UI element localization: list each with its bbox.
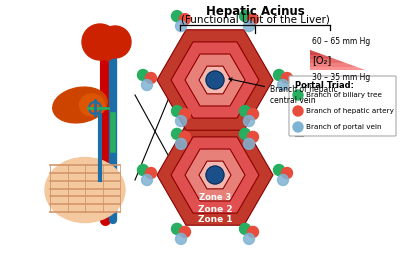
Circle shape [172, 106, 182, 116]
Circle shape [240, 106, 250, 116]
Circle shape [172, 129, 182, 139]
Circle shape [240, 11, 250, 22]
Polygon shape [310, 50, 312, 51]
Polygon shape [310, 54, 323, 55]
Circle shape [248, 227, 258, 237]
Text: Zone 3: Zone 3 [199, 193, 231, 202]
Circle shape [180, 14, 190, 25]
Ellipse shape [53, 87, 107, 123]
Polygon shape [157, 125, 273, 225]
Circle shape [180, 131, 190, 143]
Polygon shape [185, 54, 245, 106]
Polygon shape [310, 52, 319, 53]
Polygon shape [310, 69, 365, 70]
Text: Zone 2: Zone 2 [198, 204, 232, 213]
Polygon shape [171, 42, 259, 118]
Polygon shape [310, 59, 336, 60]
Text: [O₂]: [O₂] [312, 55, 331, 65]
Polygon shape [310, 66, 356, 67]
Polygon shape [185, 149, 245, 201]
Circle shape [282, 167, 292, 179]
Circle shape [176, 138, 186, 150]
Text: Branch of portal vein: Branch of portal vein [306, 124, 382, 130]
Polygon shape [310, 55, 326, 56]
Polygon shape [310, 53, 321, 54]
Circle shape [206, 71, 224, 89]
Text: Branch of hepatic artery: Branch of hepatic artery [306, 108, 394, 114]
Polygon shape [310, 51, 314, 52]
Circle shape [180, 109, 190, 120]
Circle shape [176, 21, 186, 32]
Circle shape [82, 24, 118, 60]
Text: Zone 1: Zone 1 [198, 214, 232, 223]
Polygon shape [310, 62, 345, 63]
Text: 30 – 35 mm Hg: 30 – 35 mm Hg [312, 73, 370, 82]
Polygon shape [310, 60, 341, 61]
Circle shape [172, 223, 182, 234]
Polygon shape [310, 67, 361, 68]
Text: 60 – 65 mm Hg: 60 – 65 mm Hg [312, 37, 370, 46]
Ellipse shape [45, 157, 125, 223]
Polygon shape [171, 137, 259, 213]
Circle shape [278, 80, 288, 90]
Circle shape [293, 90, 303, 100]
Polygon shape [310, 56, 330, 57]
Circle shape [248, 14, 258, 25]
Text: Branch of biliary tree: Branch of biliary tree [306, 92, 382, 98]
Polygon shape [310, 65, 354, 66]
FancyBboxPatch shape [289, 76, 396, 136]
Circle shape [176, 116, 186, 127]
Circle shape [172, 11, 182, 22]
Circle shape [248, 131, 258, 143]
Polygon shape [157, 30, 273, 130]
Polygon shape [310, 57, 332, 58]
Circle shape [240, 129, 250, 139]
Polygon shape [310, 58, 334, 59]
Circle shape [244, 21, 254, 32]
Circle shape [142, 80, 152, 90]
Circle shape [138, 164, 148, 176]
Text: Branch of hepatic
central vein: Branch of hepatic central vein [229, 78, 338, 105]
Ellipse shape [80, 94, 104, 116]
Circle shape [274, 69, 284, 81]
Circle shape [248, 109, 258, 120]
Circle shape [176, 234, 186, 244]
Text: Hepatic Acinus: Hepatic Acinus [206, 5, 304, 18]
Polygon shape [310, 68, 363, 69]
Polygon shape [310, 63, 347, 64]
Polygon shape [310, 61, 343, 62]
Circle shape [293, 122, 303, 132]
Circle shape [206, 166, 224, 184]
Circle shape [293, 106, 303, 116]
Circle shape [244, 138, 254, 150]
Circle shape [180, 227, 190, 237]
Polygon shape [85, 45, 130, 62]
Circle shape [244, 116, 254, 127]
Polygon shape [310, 64, 352, 65]
Circle shape [278, 174, 288, 186]
Circle shape [240, 223, 250, 234]
Polygon shape [199, 161, 231, 189]
Text: Portal Triad:: Portal Triad: [295, 81, 354, 90]
Circle shape [282, 73, 292, 83]
Circle shape [142, 174, 152, 185]
Circle shape [244, 234, 254, 244]
Circle shape [146, 73, 156, 83]
Circle shape [138, 69, 148, 81]
Circle shape [146, 167, 156, 179]
Text: (Functional Unit of the Liver): (Functional Unit of the Liver) [180, 14, 330, 24]
Circle shape [274, 165, 284, 176]
Circle shape [99, 26, 131, 58]
Polygon shape [199, 66, 231, 94]
